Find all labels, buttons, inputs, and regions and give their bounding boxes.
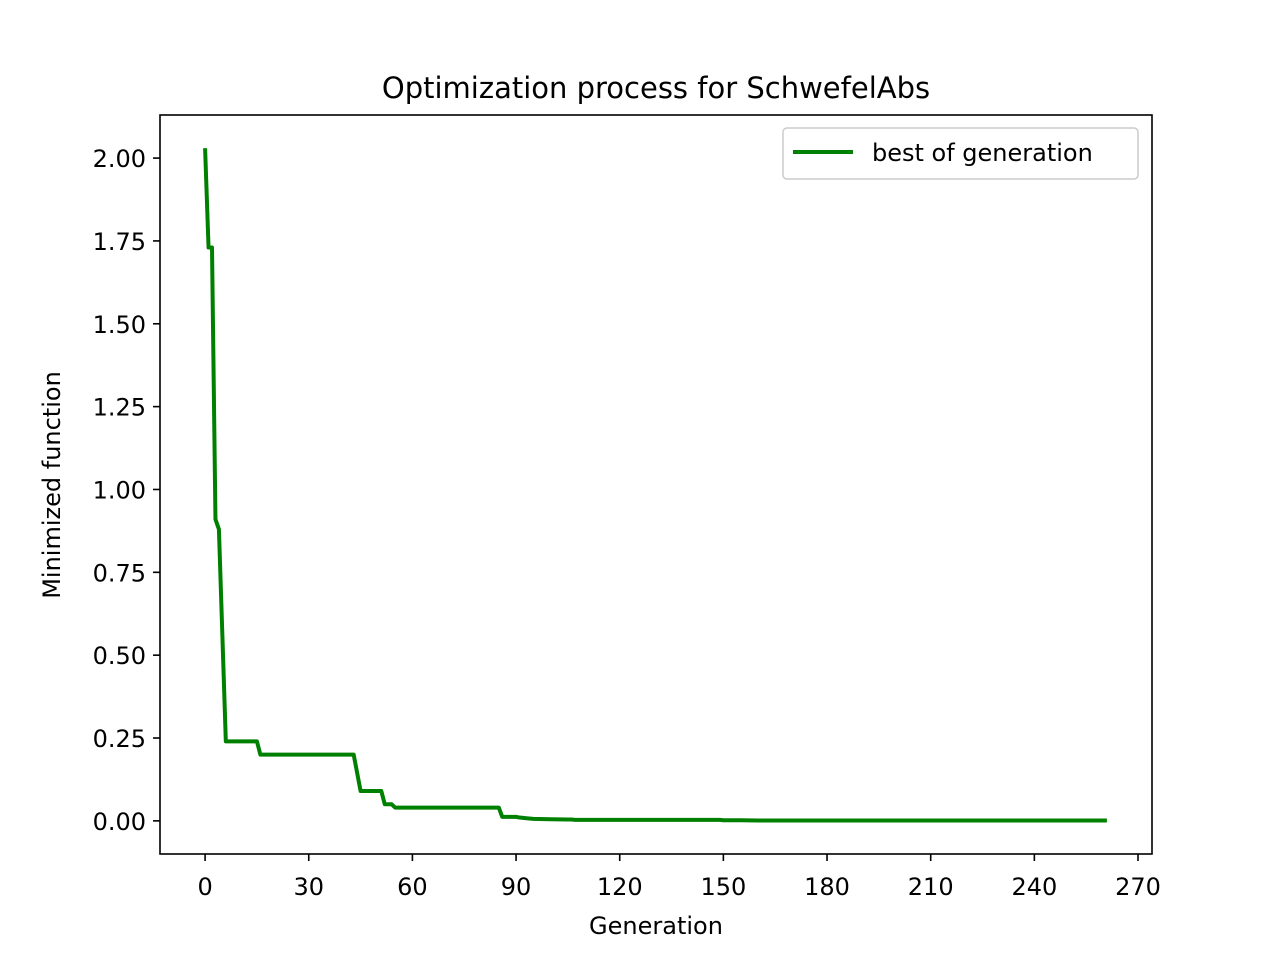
y-axis: 0.00 0.25 0.50 0.75 1.00 1.25 1.50 1.75 2.00 (93, 145, 160, 836)
x-tick-label: 150 (700, 873, 746, 901)
x-tick-label: 210 (908, 873, 954, 901)
x-tick-label: 240 (1011, 873, 1057, 901)
x-tick-label: 270 (1115, 873, 1161, 901)
x-tick-label: 180 (804, 873, 850, 901)
y-tick-label: 0.50 (93, 642, 146, 670)
y-tick-label: 0.75 (93, 559, 146, 587)
y-tick-label: 1.50 (93, 311, 146, 339)
y-tick-label: 0.25 (93, 725, 146, 753)
x-tick-label: 120 (597, 873, 643, 901)
y-tick-label: 2.00 (93, 145, 146, 173)
x-tick-label: 60 (397, 873, 428, 901)
plot-area (159, 114, 1153, 855)
plot-frame (159, 114, 1153, 855)
x-axis: 0 30 60 90 120 150 180 210 240 270 (197, 854, 1161, 901)
y-tick-label: 1.00 (93, 476, 146, 504)
chart-title: Optimization process for SchwefelAbs (382, 71, 930, 105)
y-tick-label: 1.75 (93, 228, 146, 256)
x-tick-label: 0 (197, 873, 212, 901)
legend-label: best of generation (872, 139, 1093, 167)
y-axis-label: Minimized function (38, 371, 66, 599)
y-tick-label: 1.25 (93, 394, 146, 422)
legend-box (782, 127, 1139, 180)
x-tick-label: 90 (501, 873, 532, 901)
x-axis-label: Generation (589, 912, 723, 940)
plot-background (160, 115, 1152, 854)
series-line-0 (203, 148, 1107, 823)
legend: best of generation (782, 127, 1139, 180)
x-tick-label: 30 (293, 873, 324, 901)
y-tick-label: 0.00 (93, 808, 146, 836)
